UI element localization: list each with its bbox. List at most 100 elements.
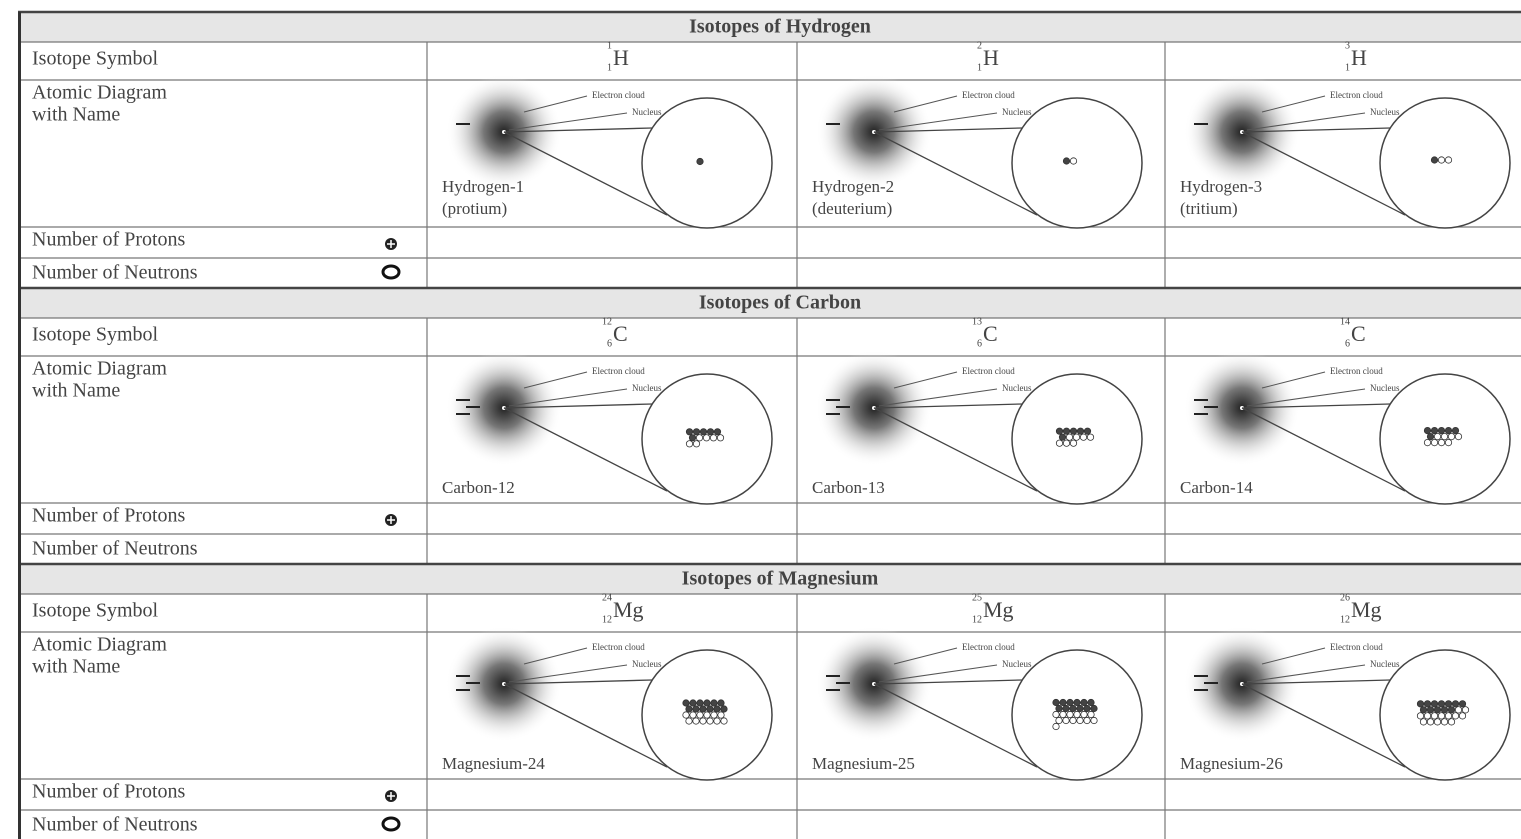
neutron [699,717,707,725]
element-symbol: C [983,321,998,346]
magnifier-line [1241,403,1391,409]
proton [720,705,728,713]
leader [1246,388,1366,407]
proton [1083,427,1092,435]
proton [685,428,694,436]
neutron [702,434,711,442]
neutron [1447,718,1456,726]
neutron [1437,438,1446,447]
nucleus-label: Nucleus [632,107,662,117]
row-label: with Name [32,104,120,126]
nucleus-label: Nucleus [1370,383,1400,393]
atomic-number: 1 [607,62,612,73]
magnifier-line [503,407,668,492]
magnifier-line [1241,407,1406,492]
neutron [1444,156,1453,164]
element-symbol: Mg [1351,597,1382,622]
nucleus-label: Nucleus [1370,107,1400,117]
magnifier-line [873,131,1038,216]
element-symbol: Mg [613,597,644,622]
leader [878,664,998,683]
leader [1246,112,1366,131]
leader [523,371,588,389]
row-label: Number of Neutrons [32,538,198,560]
neutron [1079,433,1088,441]
neutron [1454,706,1463,714]
leader [1261,647,1326,665]
neutron [685,440,694,448]
magnifier [1011,97,1143,229]
proton [1444,700,1453,708]
proton [1451,426,1460,435]
row-label: Isotope Symbol [32,600,159,622]
proton [1437,426,1446,435]
leader [1246,664,1366,683]
neutron [1416,712,1425,720]
neutron [1433,432,1442,441]
neutron [1069,716,1077,725]
nucleus-label: Nucleus [1370,659,1400,669]
proton [688,434,697,442]
magnifier-line [503,131,668,216]
proton [1052,698,1060,707]
atomic-number: 12 [972,614,982,625]
section-title: Isotopes of Magnesium [682,568,879,590]
mass-number: 12 [602,316,612,327]
proton [699,705,707,713]
atomic-number: 1 [977,62,982,73]
proton [1430,156,1439,164]
magnifier [1379,649,1511,781]
row-label: Number of Protons [32,229,186,251]
leader [893,95,958,113]
leader [893,371,958,389]
leader [508,664,628,683]
proton [1055,704,1063,713]
leader [1261,95,1326,113]
proton [1444,426,1453,435]
neutron [1052,722,1060,731]
proton [1440,706,1449,714]
electron-cloud-label: Electron cloud [962,90,1015,100]
neutron [1440,718,1449,726]
neutron [1458,712,1467,720]
proton [706,428,715,436]
proton [706,705,714,713]
magnifier-line [873,679,1023,685]
neutron [1430,438,1439,447]
neutron [1062,439,1071,447]
neutron [1444,438,1453,447]
neutron [716,434,725,442]
proton [1062,704,1070,713]
neutron [703,711,711,719]
row-label: Number of Neutrons [32,814,198,836]
neutron [682,711,690,719]
neutron [1423,438,1432,447]
proton [689,699,697,707]
neutron [1461,706,1470,714]
leader [878,112,998,131]
magnifier-line [503,683,668,768]
electron-cloud-label: Electron cloud [592,366,645,376]
mass-number: 13 [972,316,982,327]
neutron [1059,710,1067,719]
neutron [692,717,700,725]
atomic-number: 6 [607,338,612,349]
isotope-name: (protium) [442,199,507,218]
magnifier-line [1241,683,1406,768]
proton-plus [387,792,395,800]
isotope-name: Hydrogen-1 [442,177,524,196]
mass-number: 14 [1340,316,1350,327]
nucleus-label: Nucleus [1002,383,1032,393]
neutron [1073,710,1081,719]
neutron [709,434,718,442]
leader [1261,371,1326,389]
proton [1447,706,1456,714]
neutron [696,711,704,719]
section-title-bg [18,564,1521,594]
proton [1055,427,1064,435]
magnifier [1379,97,1511,229]
mass-number: 26 [1340,592,1350,603]
neutron-icon [381,816,401,832]
leader [523,95,588,113]
